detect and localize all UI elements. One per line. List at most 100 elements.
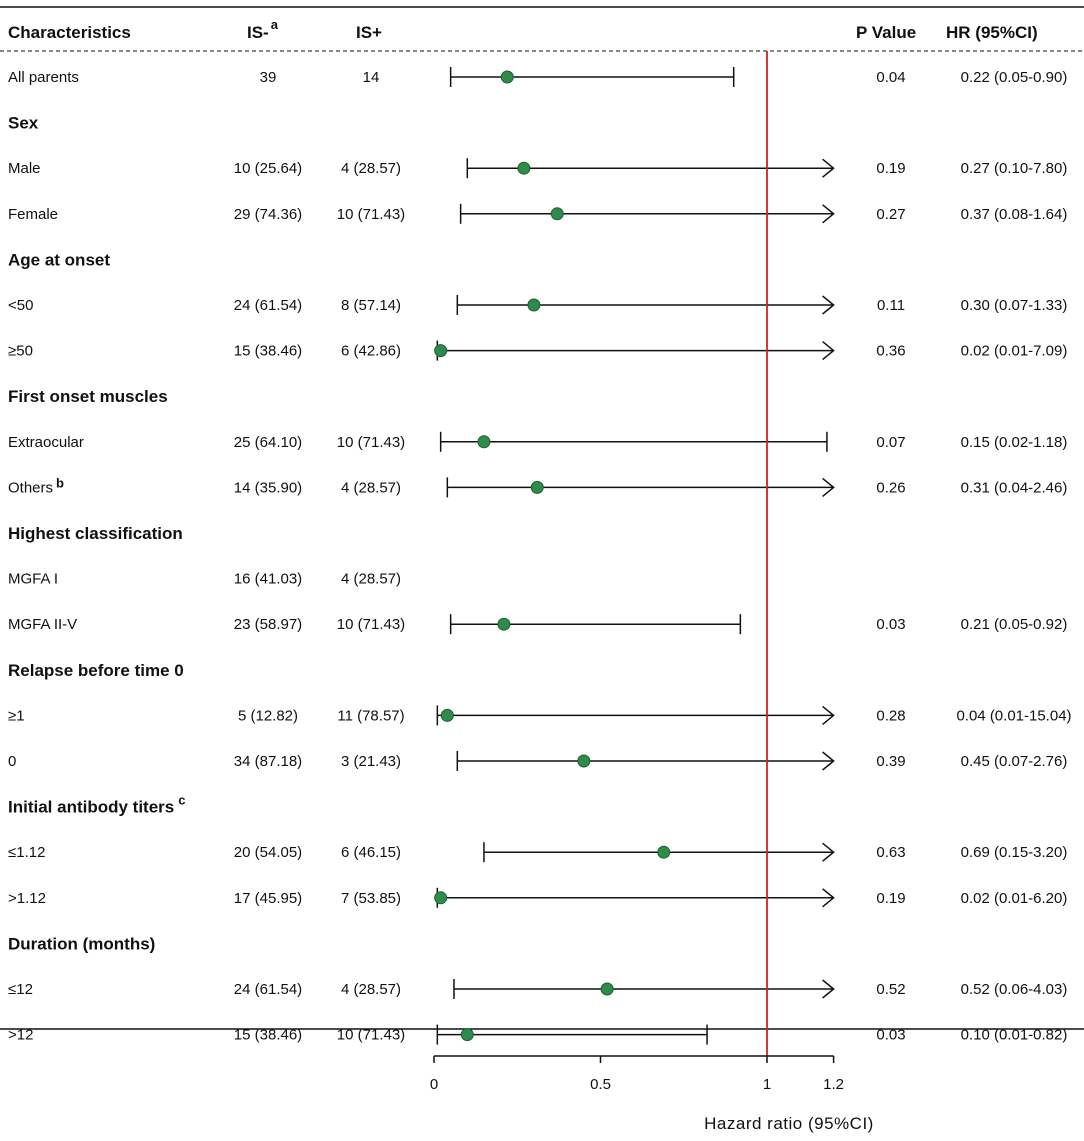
hr-point [434, 344, 448, 358]
row-label: MGFA II-V [8, 616, 77, 633]
hr-value: 0.45 (0.07-2.76) [961, 753, 1068, 770]
p-value: 0.07 [876, 434, 905, 451]
hr-point [550, 207, 564, 221]
hr-value: 0.31 (0.04-2.46) [961, 479, 1068, 496]
section-title: Initial antibody titers c [8, 793, 185, 817]
is-plus-value: 4 (28.57) [341, 479, 401, 496]
is-minus-value: 16 (41.03) [234, 571, 302, 588]
is-plus-value: 3 (21.43) [341, 753, 401, 770]
x-tick-label: 1 [763, 1076, 771, 1093]
row-label: ≥50 [8, 343, 33, 360]
p-value: 0.19 [876, 160, 905, 177]
p-value: 0.28 [876, 707, 905, 724]
is-minus-value: 10 (25.64) [234, 160, 302, 177]
header-is-minus-label: IS- [247, 23, 269, 42]
row-label: 0 [8, 753, 16, 770]
p-value: 0.03 [876, 1027, 905, 1044]
rows-layer: All parents 39 14 0.04 0.22 (0.05-0.90) Sex Ma… [8, 67, 1072, 1045]
p-value: 0.39 [876, 753, 905, 770]
row-label: <50 [8, 297, 33, 314]
ci-arrow [822, 842, 835, 862]
x-axis: 0 0.5 1 1.2 Hazard ratio (95%CI) [430, 51, 874, 1133]
is-plus-value: 4 (28.57) [341, 981, 401, 998]
is-minus-value: 34 (87.18) [234, 753, 302, 770]
is-plus-value: 11 (78.57) [337, 707, 404, 724]
ci-arrow [822, 979, 835, 999]
section-title: First onset muscles [8, 387, 168, 406]
is-plus-value: 4 (28.57) [341, 571, 401, 588]
ci-arrow [822, 341, 835, 361]
is-plus-value: 10 (71.43) [337, 616, 405, 633]
is-minus-value: 5 (12.82) [238, 707, 298, 724]
is-minus-value: 15 (38.46) [234, 1027, 302, 1044]
is-plus-value: 8 (57.14) [341, 297, 401, 314]
row-label: ≥1 [8, 707, 25, 724]
is-minus-value: 39 [260, 69, 277, 86]
hr-point [497, 617, 511, 631]
header-is-minus: IS-a [247, 17, 279, 42]
row-label: ≤12 [8, 981, 33, 998]
ci-arrow [822, 158, 835, 178]
is-plus-value: 14 [363, 69, 380, 86]
ci-arrow [822, 751, 835, 771]
x-tick-label: 1.2 [823, 1076, 844, 1093]
hr-value: 0.10 (0.01-0.82) [961, 1027, 1068, 1044]
row-label: >12 [8, 1027, 33, 1044]
hr-value: 0.02 (0.01-7.09) [961, 343, 1068, 360]
header-p-value: P Value [856, 23, 916, 42]
header-is-plus: IS+ [356, 23, 382, 42]
is-plus-value: 10 (71.43) [337, 1027, 405, 1044]
is-minus-value: 23 (58.97) [234, 616, 302, 633]
row-label: Male [8, 160, 41, 177]
row-label: Female [8, 206, 58, 223]
row-label: ≤1.12 [8, 844, 45, 861]
ci-arrow [822, 888, 835, 908]
is-minus-value: 25 (64.10) [234, 434, 302, 451]
hr-point [517, 161, 531, 175]
hr-point [460, 1028, 474, 1042]
p-value: 0.11 [877, 297, 905, 314]
row-label-superscript: b [56, 475, 64, 490]
header-is-minus-superscript: a [271, 17, 279, 32]
section-title: Highest classification [8, 524, 183, 543]
hr-point [530, 480, 544, 494]
p-value: 0.26 [876, 479, 905, 496]
is-plus-value: 7 (53.85) [341, 890, 401, 907]
p-value: 0.03 [876, 616, 905, 633]
ci-arrow [822, 204, 835, 224]
hr-value: 0.69 (0.15-3.20) [961, 844, 1068, 861]
hr-value: 0.22 (0.05-0.90) [961, 69, 1068, 86]
hr-value: 0.30 (0.07-1.33) [961, 297, 1068, 314]
x-tick-label: 0.5 [590, 1076, 611, 1093]
row-label: MGFA I [8, 571, 58, 588]
section-title: Relapse before time 0 [8, 661, 184, 680]
is-plus-value: 6 (46.15) [341, 844, 401, 861]
hr-point [657, 845, 671, 859]
p-value: 0.36 [876, 343, 905, 360]
row-label: Others b [8, 475, 64, 496]
p-value: 0.19 [876, 890, 905, 907]
is-plus-value: 6 (42.86) [341, 343, 401, 360]
hr-value: 0.02 (0.01-6.20) [961, 890, 1068, 907]
hr-value: 0.27 (0.10-7.80) [961, 160, 1068, 177]
is-minus-value: 14 (35.90) [234, 479, 302, 496]
is-minus-value: 24 (61.54) [234, 297, 302, 314]
p-value: 0.27 [876, 206, 905, 223]
ci-arrow [822, 295, 835, 315]
row-label: Extraocular [8, 434, 84, 451]
is-plus-value: 4 (28.57) [341, 160, 401, 177]
header-characteristics: Characteristics [8, 23, 131, 42]
section-superscript: c [178, 793, 185, 808]
hr-point [477, 435, 491, 449]
x-axis-label: Hazard ratio (95%CI) [704, 1114, 874, 1133]
is-minus-value: 17 (45.95) [234, 890, 302, 907]
hr-value: 0.37 (0.08-1.64) [961, 206, 1068, 223]
hr-value: 0.52 (0.06-4.03) [961, 981, 1068, 998]
header-hr: HR (95%CI) [946, 23, 1038, 42]
hr-point [527, 298, 541, 312]
is-minus-value: 20 (54.05) [234, 844, 302, 861]
hr-point [600, 982, 614, 996]
section-title: Sex [8, 114, 39, 133]
ci-arrow [822, 705, 835, 725]
is-minus-value: 15 (38.46) [234, 343, 302, 360]
